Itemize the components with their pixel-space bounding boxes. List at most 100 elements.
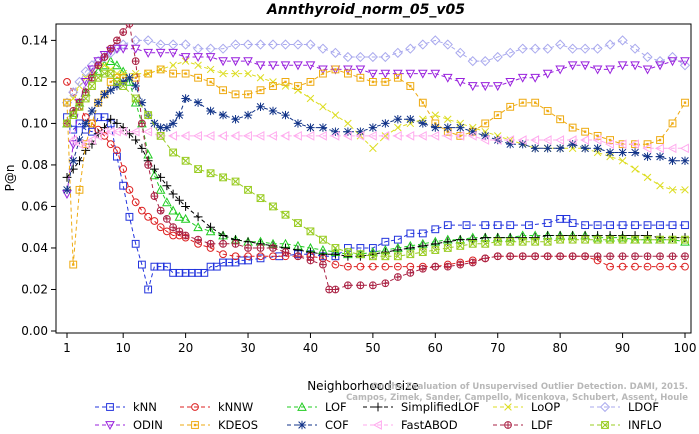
data-point-cof <box>530 144 540 153</box>
data-point-loop <box>381 132 390 140</box>
data-point-cof <box>87 106 97 116</box>
data-point-knn <box>125 212 134 221</box>
data-point-cof <box>668 156 677 165</box>
data-point-knn <box>206 262 215 271</box>
data-point-lof <box>193 222 203 232</box>
data-point-ldf <box>256 244 265 252</box>
data-point-inflo <box>306 227 315 236</box>
data-point-knn <box>119 181 128 190</box>
data-point-odin <box>268 61 278 71</box>
data-point-kdeos <box>418 98 427 107</box>
data-point-knn <box>237 256 246 265</box>
series-line-lof <box>66 60 686 255</box>
x-tick-label: 1 <box>63 341 71 355</box>
data-point-ldf <box>156 206 165 215</box>
data-point-knnw <box>643 262 652 271</box>
data-point-knnw <box>656 262 664 271</box>
data-point-ldf <box>643 252 652 261</box>
data-point-ldf <box>518 252 527 261</box>
data-point-fastabod <box>118 126 128 137</box>
data-point-inflo <box>106 69 115 78</box>
y-tick-label: 0.10 <box>21 116 48 130</box>
x-tick-label: 70 <box>490 341 505 355</box>
data-point-ldf <box>506 252 515 261</box>
data-point-knn <box>156 262 165 271</box>
data-point-ldf <box>493 252 502 261</box>
data-point-simplifiedlof <box>580 231 590 240</box>
data-point-fastabod <box>130 126 140 137</box>
data-point-knn <box>181 268 190 277</box>
data-point-ldof <box>367 51 378 63</box>
data-point-inflo <box>668 235 677 244</box>
data-point-inflo <box>169 148 178 157</box>
data-point-inflo <box>113 77 121 86</box>
data-point-fastabod <box>417 131 427 141</box>
data-point-knnw <box>162 227 171 236</box>
data-point-fastabod <box>380 131 390 141</box>
data-point-odin <box>293 61 303 71</box>
data-point-fastabod <box>280 131 290 141</box>
data-point-ldof <box>380 51 391 63</box>
data-point-lof <box>162 197 172 207</box>
legend-marker-knn <box>106 403 114 411</box>
data-point-fastabod <box>367 131 377 141</box>
data-point-fastabod <box>143 126 153 137</box>
data-point-fastabod <box>480 135 490 145</box>
data-point-inflo <box>319 235 327 244</box>
legend-entry-knnw: kNNW <box>180 400 253 414</box>
data-point-ldof <box>430 35 441 46</box>
data-point-fastabod <box>530 135 540 145</box>
legend-entry-fastabod: FastABOD <box>363 418 458 432</box>
legend-marker-loop <box>504 403 512 411</box>
data-point-loop <box>394 123 402 132</box>
data-point-knn <box>418 229 427 238</box>
data-point-ldof <box>205 43 216 54</box>
data-point-ldf <box>125 24 134 28</box>
data-point-knn <box>344 244 352 252</box>
series-fastabod <box>61 118 689 154</box>
series-line-knnw <box>66 81 685 268</box>
data-point-knnw <box>244 252 252 261</box>
data-point-ldf <box>231 239 240 248</box>
data-point-knnw <box>150 217 159 225</box>
data-point-loop <box>231 69 240 78</box>
data-point-ldof <box>517 43 528 54</box>
data-point-fastabod <box>205 131 215 141</box>
data-point-ldof <box>242 39 254 50</box>
data-point-ldf <box>269 244 277 252</box>
data-point-cof <box>206 106 215 116</box>
data-point-ldof <box>305 39 316 50</box>
data-point-ldof <box>118 39 129 50</box>
data-point-cof <box>62 185 72 195</box>
legend-marker-simplifiedlof <box>373 402 383 412</box>
x-tick-label: 10 <box>116 341 131 355</box>
data-point-knnw <box>131 198 140 207</box>
data-point-inflo <box>75 102 84 111</box>
data-point-inflo <box>543 237 552 246</box>
data-point-loop <box>281 82 290 90</box>
data-point-cof <box>193 98 203 107</box>
data-point-odin <box>243 57 253 67</box>
data-point-knn <box>69 125 78 134</box>
data-point-odin <box>555 65 565 75</box>
x-tick-label: 60 <box>428 341 443 355</box>
series-ldof <box>61 35 691 108</box>
data-point-knnw <box>331 260 340 269</box>
data-point-ldof <box>317 43 329 54</box>
data-point-lof <box>93 66 104 76</box>
data-point-knn <box>556 215 565 223</box>
x-tick-label: 40 <box>303 341 318 355</box>
data-point-fastabod <box>642 143 652 154</box>
data-point-cof <box>456 123 465 132</box>
data-point-odin <box>93 57 104 67</box>
data-point-knn <box>219 258 227 267</box>
legend-entry-ldof: LDOF <box>590 400 659 414</box>
legend-marker-cof <box>297 420 307 430</box>
data-point-kdeos <box>493 111 502 120</box>
legend-marker-knnw <box>191 403 199 411</box>
data-point-kdeos <box>256 86 265 95</box>
data-point-kdeos <box>568 123 577 132</box>
data-point-simplifiedlof <box>306 247 315 257</box>
data-point-cof <box>168 119 178 128</box>
data-point-odin <box>480 82 491 92</box>
